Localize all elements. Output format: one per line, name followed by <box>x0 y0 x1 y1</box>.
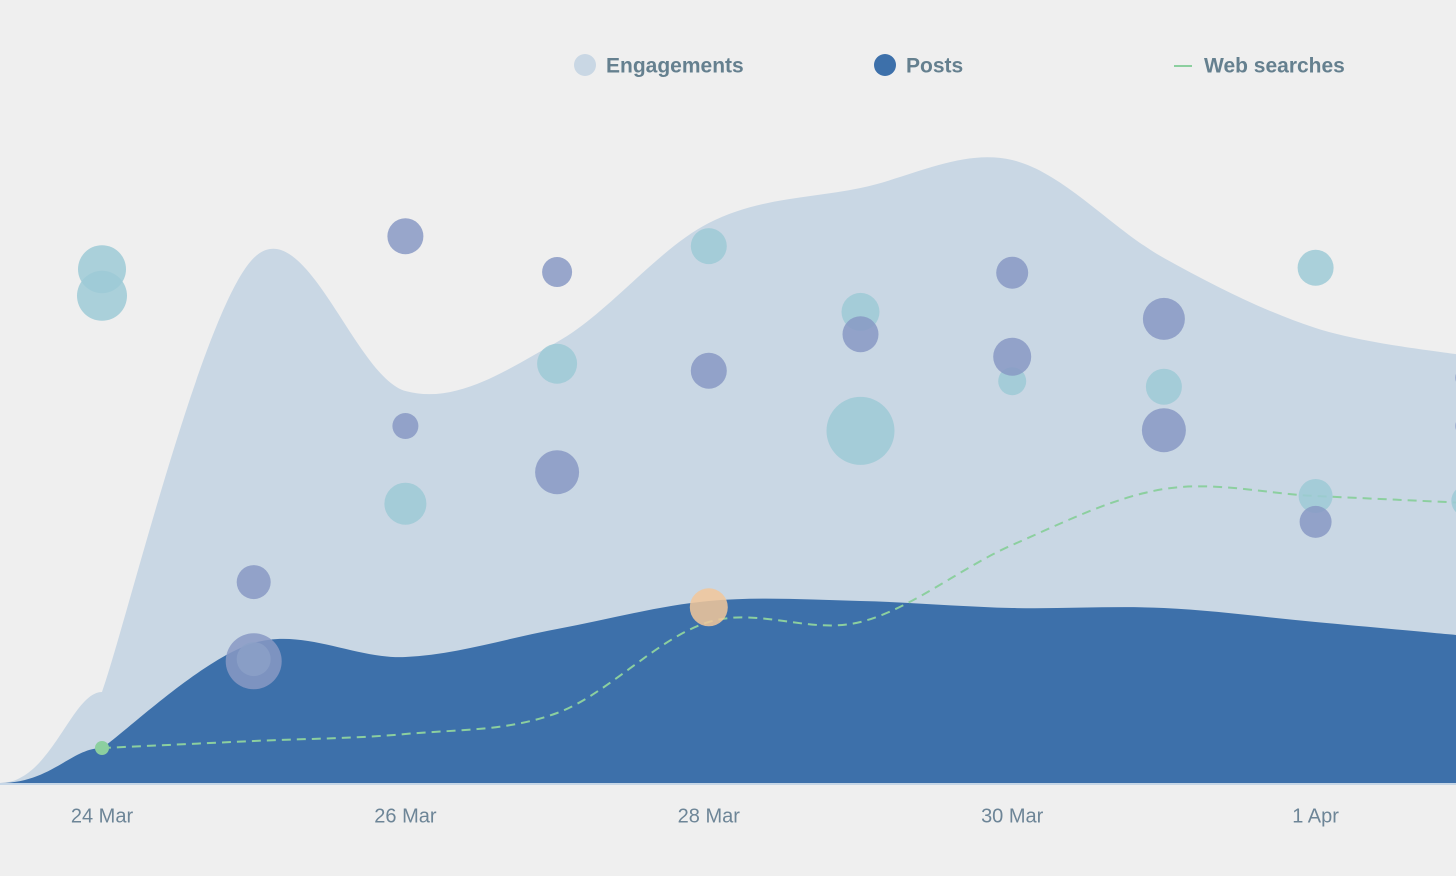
legend-symbol <box>574 54 596 76</box>
x-tick-label: 24 Mar <box>71 805 134 827</box>
x-tick-label: 1 Apr <box>1292 805 1339 827</box>
bubble <box>993 337 1032 376</box>
line-start-marker <box>95 741 109 755</box>
x-tick-label: 28 Mar <box>678 805 741 827</box>
bubble <box>542 257 573 287</box>
x-tick-label: 30 Mar <box>981 805 1044 827</box>
bubble <box>1141 408 1186 453</box>
bubble <box>537 343 578 384</box>
bubble <box>535 450 580 495</box>
bubble <box>1142 297 1185 340</box>
line <box>101 485 1456 749</box>
bubble <box>826 396 895 465</box>
legend-label: Engagements <box>606 55 744 78</box>
legend-label: Web searches <box>1204 55 1345 78</box>
bubble <box>1299 505 1332 538</box>
legend-label: Posts <box>906 55 963 78</box>
x-tick-label: 26 Mar <box>374 805 437 827</box>
bubble <box>236 565 271 600</box>
bubble <box>392 413 419 439</box>
bubble <box>1297 249 1334 286</box>
legend-symbol <box>874 54 896 76</box>
bubble <box>77 270 127 321</box>
bubble <box>689 588 728 627</box>
bubble <box>1145 368 1182 405</box>
bubble <box>690 228 727 265</box>
bubble <box>225 633 282 690</box>
bubble <box>1298 479 1333 513</box>
bubble <box>1451 489 1456 513</box>
bubble <box>690 352 727 389</box>
bubble <box>387 218 424 255</box>
bubble <box>384 482 427 525</box>
bubble <box>842 316 879 353</box>
bubble <box>996 256 1029 289</box>
